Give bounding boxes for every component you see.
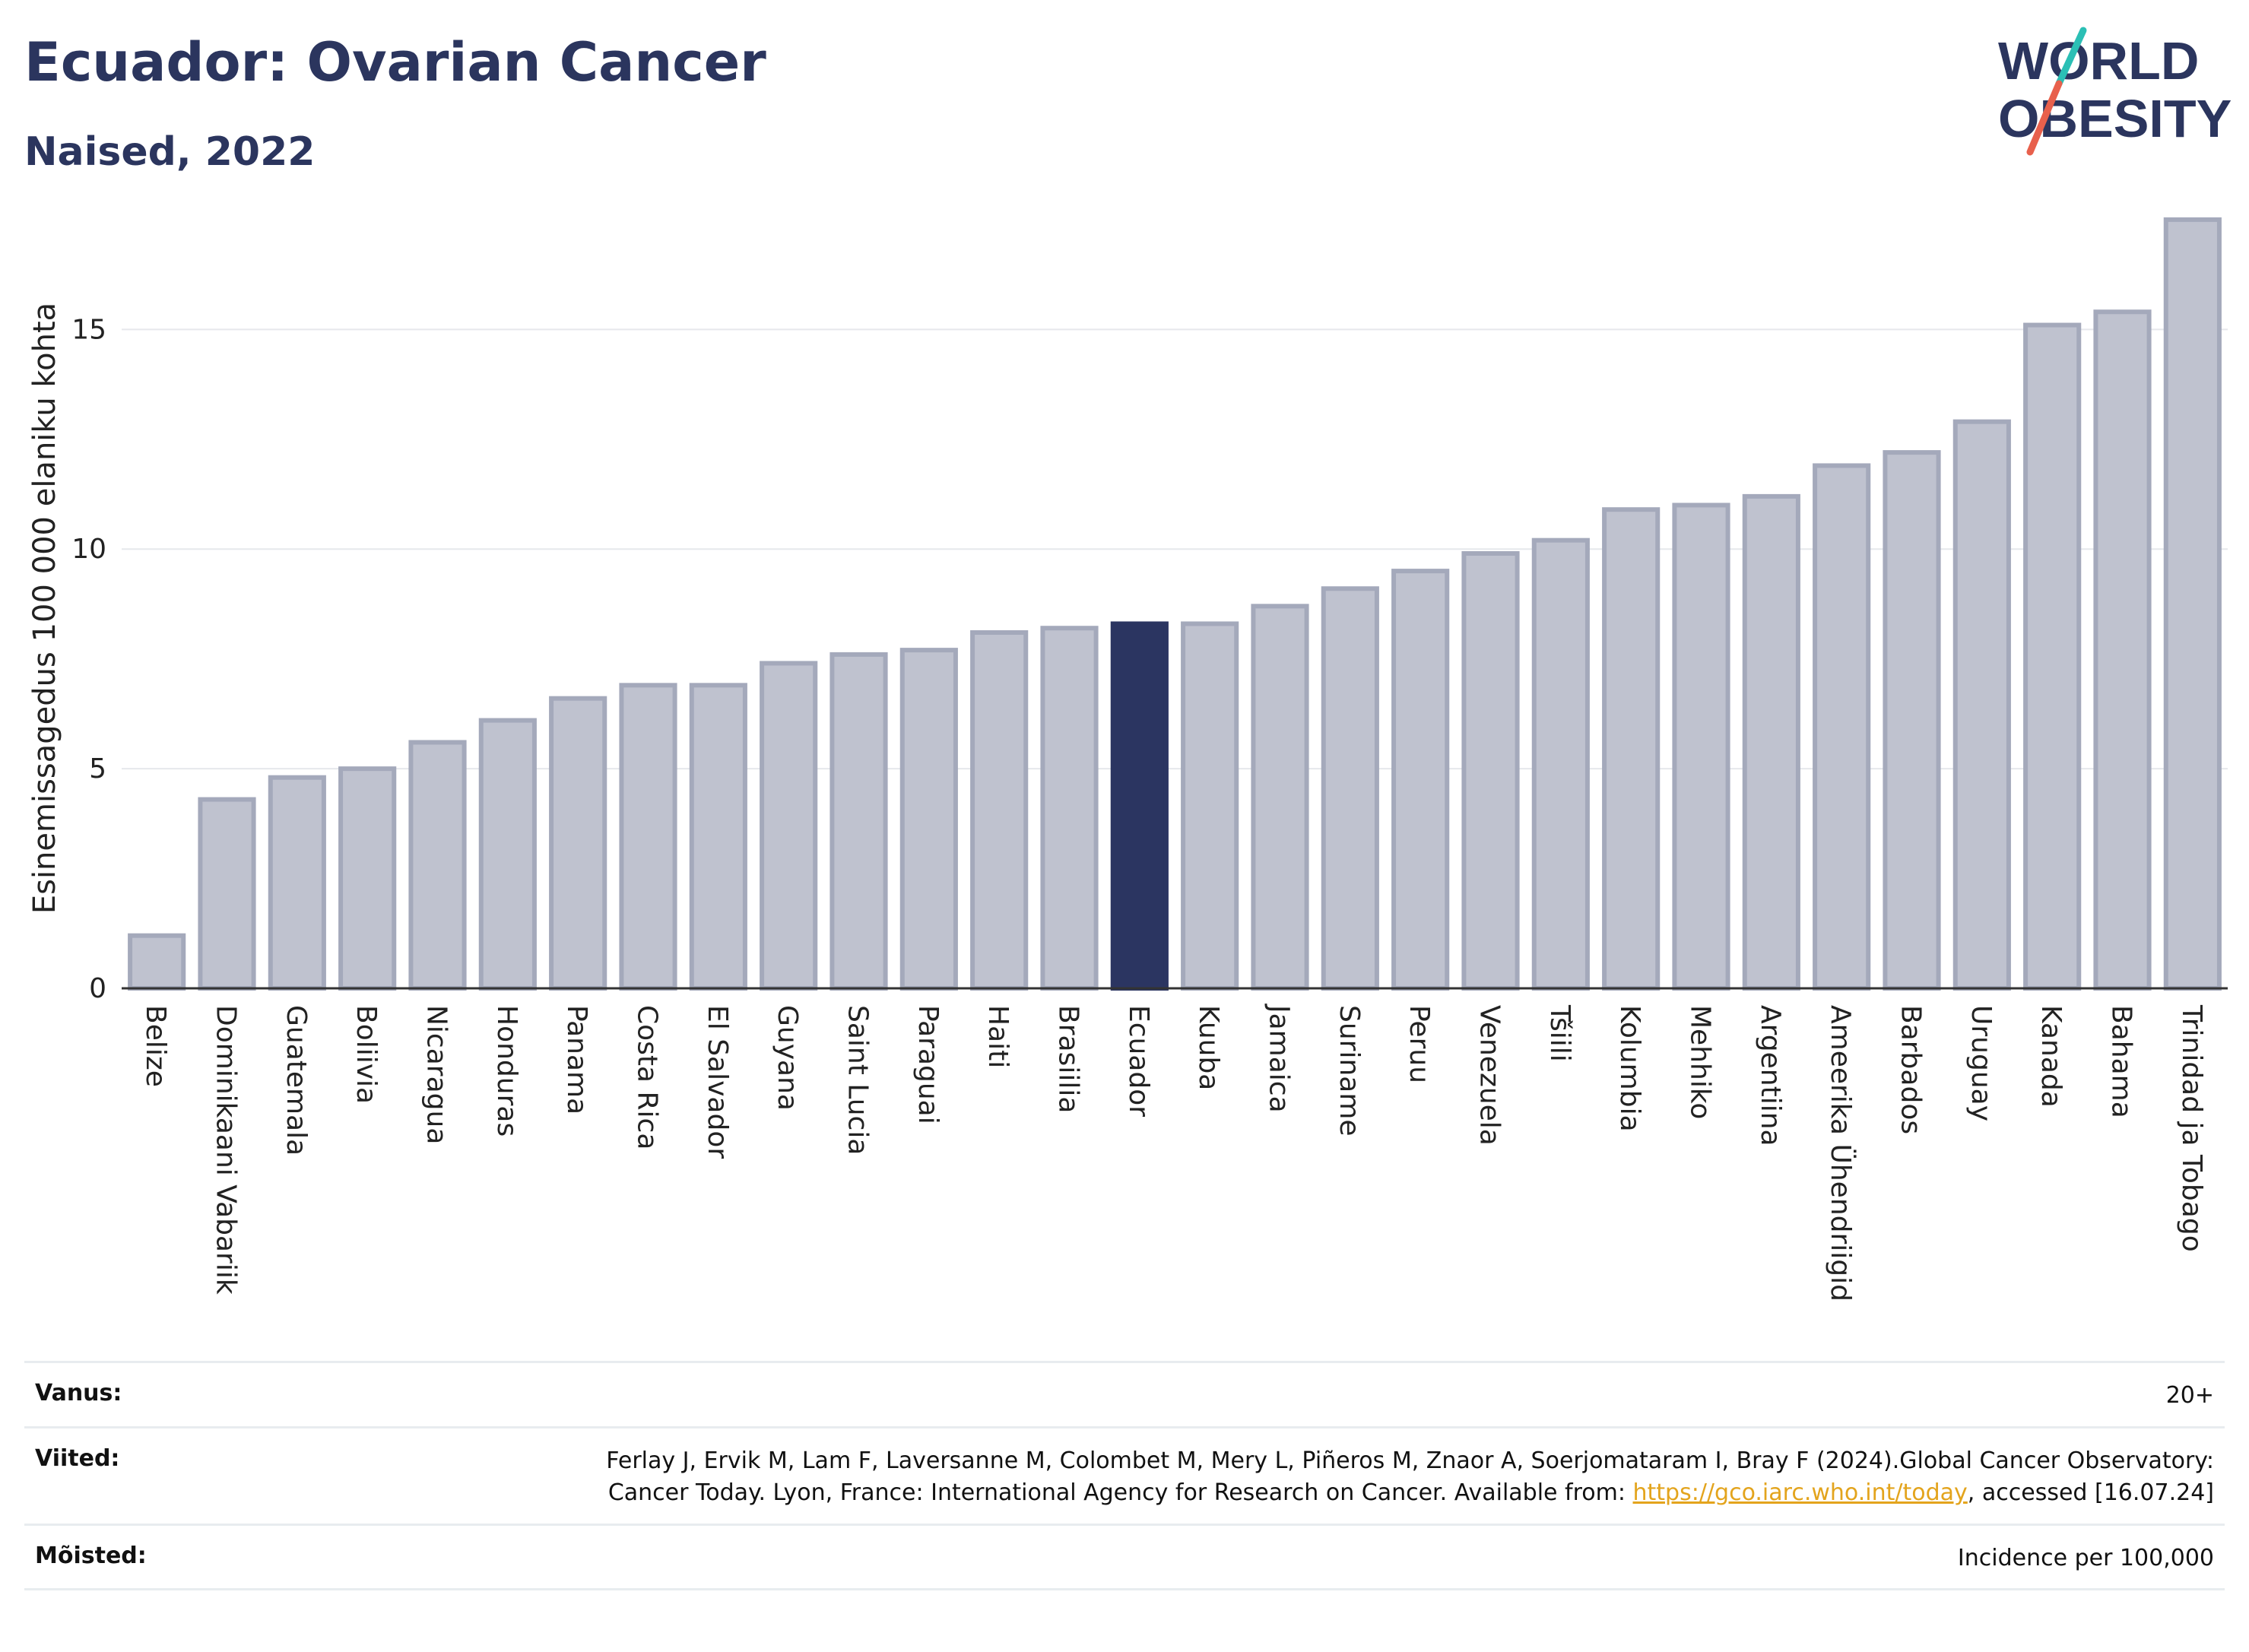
definitions-value: Incidence per 100,000 (1957, 1544, 2214, 1571)
x-tick-label: Saint Lucia (842, 1005, 874, 1155)
bar-t-iili (1531, 537, 1590, 991)
age-value: 20+ (2165, 1382, 2214, 1409)
logo-slash-red (2026, 80, 2063, 156)
x-tick-label: Honduras (491, 1005, 522, 1137)
bar-paraguai (899, 648, 958, 991)
x-tick-label: Costa Rica (632, 1005, 663, 1149)
bar-nicaragua (408, 740, 467, 991)
y-tick-label: 10 (71, 534, 106, 565)
references-text-after: , accessed [16.07.24] (1967, 1479, 2214, 1507)
bar-trinidad-ja-tobago (2163, 217, 2222, 991)
x-tick-label: Jamaica (1264, 1004, 1295, 1113)
references-text-before: Ferlay J, Ervik M, Lam F, Laversanne M, … (606, 1447, 2214, 1507)
x-tick-label: Belize (140, 1005, 171, 1087)
x-tick-labels: Belize Dominikaani Vabariik Guatemala Bolii… (140, 1004, 2207, 1302)
bar-ecuador (1110, 621, 1169, 991)
y-axis-label: Esinemissagedus 100 000 elaniku kohta (27, 303, 62, 914)
x-tick-label: Panama (561, 1005, 592, 1115)
bar-guatemala (268, 775, 326, 991)
bar-ameerika-hendriigid (1813, 463, 1871, 991)
bar-panama (549, 696, 607, 991)
x-tick-label: Boliivia (351, 1005, 382, 1104)
bar-brasiilia (1040, 626, 1099, 991)
x-tick-label: Mehhiko (1685, 1005, 1716, 1119)
x-tick-label: Haiti (982, 1005, 1013, 1068)
bar-honduras (478, 718, 537, 991)
bar-suriname (1321, 586, 1379, 991)
x-tick-label: Ecuador (1123, 1005, 1154, 1117)
age-label: Vanus: (35, 1380, 122, 1406)
x-tick-label: Venezuela (1474, 1005, 1505, 1146)
x-tick-label: Uruguay (1965, 1005, 1997, 1121)
bar-haiti (970, 630, 1029, 991)
x-tick-label: Kuuba (1193, 1005, 1224, 1090)
x-tick-label: Trinidad ja Tobago (2176, 1004, 2207, 1252)
bars (128, 217, 2222, 991)
references-label: Viited: (35, 1444, 120, 1472)
bar-saint-lucia (829, 652, 888, 991)
x-tick-label: Nicaragua (421, 1005, 452, 1144)
bar-peruu (1391, 569, 1450, 991)
bar-belize (128, 933, 186, 991)
y-tick-label: 5 (89, 753, 106, 785)
x-tick-label: Guatemala (281, 1005, 312, 1156)
x-tick-label: Argentiina (1755, 1005, 1786, 1146)
bar-uruguay (1952, 419, 2011, 991)
chart-subtitle: Naised, 2022 (24, 129, 316, 175)
bar-kolumbia (1602, 507, 1661, 991)
x-tick-label: Ameerika Ühendriigid (1825, 1005, 1857, 1302)
references-row: Viited: Ferlay J, Ervik M, Lam F, Lavers… (24, 1425, 2225, 1524)
definitions-label: Mõisted: (35, 1542, 147, 1569)
x-tick-label: Dominikaani Vabariik (211, 1005, 242, 1295)
x-tick-label: Peruu (1404, 1005, 1435, 1083)
x-tick-label: Kolumbia (1614, 1005, 1645, 1132)
bar-venezuela (1461, 551, 1520, 991)
bar-bahama (2093, 309, 2152, 991)
references-link[interactable]: https://gco.iarc.who.int/today (1632, 1479, 1968, 1507)
logo-slash-teal (2055, 27, 2087, 87)
bar-guyana (760, 661, 818, 991)
x-tick-label: Bahama (2106, 1005, 2137, 1118)
bar-barbados (1883, 450, 1941, 991)
bar-dominikaani-vabariik (198, 797, 256, 991)
definitions-row: Mõisted: Incidence per 100,000 (24, 1523, 2225, 1591)
x-tick-label: Brasiilia (1053, 1005, 1084, 1113)
x-tick-label: Kanada (2035, 1005, 2067, 1108)
bar-boliivia (338, 766, 397, 991)
bar-kuuba (1181, 621, 1239, 991)
x-tick-label: Guyana (772, 1005, 803, 1111)
logo-line-1: WORLD (1998, 31, 2199, 90)
y-tick-labels: 0 5 10 15 (71, 314, 106, 1004)
bar-argentiina (1742, 493, 1800, 991)
x-tick-label: Suriname (1334, 1005, 1365, 1137)
x-tick-label: Tšiili (1544, 1004, 1575, 1062)
metadata-table: Vanus: 20+ Viited: Ferlay J, Ervik M, La… (24, 1361, 2225, 1591)
y-tick-label: 15 (71, 314, 106, 345)
bar-jamaica (1251, 604, 1309, 991)
bar-el-salvador (689, 683, 747, 991)
bar-chart: 0 5 10 15 Belize Dominikaani Vabariik Guatema… (27, 217, 2228, 1302)
bar-costa-rica (619, 683, 677, 991)
x-tick-label: El Salvador (702, 1005, 733, 1159)
y-tick-label: 0 (89, 973, 106, 1004)
bar-mehhiko (1672, 503, 1730, 991)
x-tick-label: Paraguai (912, 1005, 944, 1124)
chart-title: Ecuador: Ovarian Cancer (24, 31, 766, 94)
age-row: Vanus: 20+ (24, 1361, 2225, 1426)
bar-kanada (2023, 322, 2082, 991)
world-obesity-logo: WORLD OBESITY (1998, 27, 2232, 156)
x-tick-label: Barbados (1895, 1005, 1927, 1134)
references-text: Ferlay J, Ervik M, Lam F, Laversanne M, … (541, 1445, 2214, 1510)
gridlines (122, 328, 2228, 770)
